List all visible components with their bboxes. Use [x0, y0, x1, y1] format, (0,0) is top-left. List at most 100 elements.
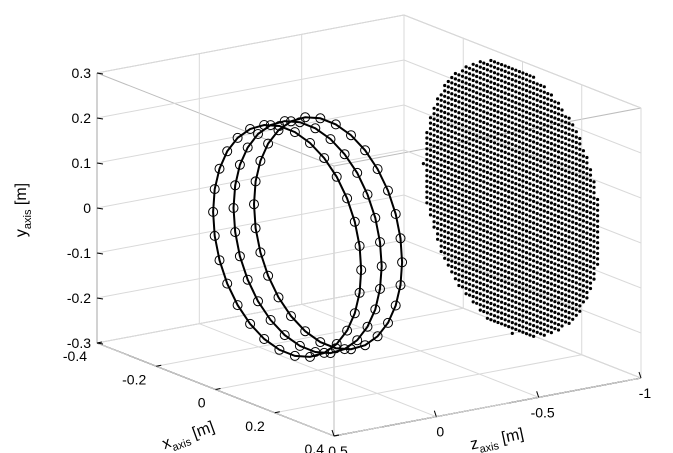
- data-point: [556, 252, 561, 256]
- data-point: [446, 144, 450, 148]
- data-point: [485, 127, 489, 131]
- data-point: [468, 180, 472, 184]
- data-point: [567, 257, 571, 261]
- data-point: [478, 60, 482, 64]
- data-point: [528, 85, 532, 89]
- data-point: [507, 287, 511, 291]
- data-point: [464, 275, 468, 280]
- data-point: [528, 247, 532, 251]
- data-point: [581, 203, 586, 207]
- data-point: [439, 174, 443, 178]
- data-point: [489, 204, 493, 208]
- data-point: [524, 191, 529, 195]
- data-point: [539, 148, 543, 152]
- data-point: [574, 232, 578, 236]
- data-point: [567, 213, 571, 217]
- data-point: [514, 225, 518, 229]
- data-point: [528, 182, 532, 186]
- data-point: [500, 154, 504, 158]
- data-point: [482, 88, 486, 92]
- data-point: [453, 98, 457, 103]
- data-point: [443, 121, 447, 125]
- data-point: [585, 242, 589, 246]
- data-point: [553, 246, 557, 250]
- data-point: [496, 61, 500, 65]
- data-point: [556, 247, 561, 251]
- data-point: [596, 241, 600, 245]
- data-point: [528, 241, 532, 245]
- data-point: [471, 246, 475, 250]
- data-point: [485, 68, 489, 72]
- data-point: [546, 210, 550, 214]
- data-point: [585, 182, 589, 187]
- data-point: [475, 85, 479, 89]
- data-point: [439, 228, 443, 232]
- data-point: [492, 92, 497, 96]
- data-point: [510, 132, 514, 136]
- data-point: [450, 194, 454, 198]
- data-point: [439, 239, 443, 243]
- data-point: [567, 224, 571, 228]
- data-point: [553, 278, 557, 282]
- data-point: [567, 267, 571, 271]
- data-point: [556, 188, 561, 192]
- data-point: [428, 170, 433, 174]
- data-point: [471, 149, 475, 153]
- data-point: [556, 193, 561, 197]
- data-point: [539, 229, 543, 233]
- data-point: [521, 244, 525, 248]
- data-point: [485, 95, 489, 99]
- ring-marker: [372, 164, 383, 175]
- data-point: [553, 262, 557, 266]
- data-point: [546, 275, 550, 279]
- data-point: [567, 127, 571, 131]
- data-point: [436, 102, 440, 106]
- data-point: [482, 239, 486, 243]
- data-point: [485, 192, 489, 196]
- data-point: [546, 92, 550, 96]
- data-point: [432, 155, 436, 159]
- data-point: [468, 255, 472, 259]
- data-point: [478, 265, 482, 269]
- data-point: [446, 193, 450, 197]
- data-point: [436, 135, 440, 139]
- data-point: [592, 266, 596, 270]
- data-point: [500, 73, 504, 77]
- data-point: [546, 318, 550, 322]
- data-point: [578, 153, 582, 157]
- data-point: [485, 111, 489, 115]
- data-point: [521, 217, 525, 221]
- x-tick-mark: [274, 411, 280, 414]
- data-point: [592, 234, 596, 238]
- data-point: [453, 260, 457, 265]
- data-point: [571, 150, 575, 154]
- data-point: [510, 148, 514, 152]
- data-point: [503, 215, 507, 219]
- data-point: [439, 222, 443, 227]
- data-point: [500, 79, 504, 83]
- data-point: [514, 106, 518, 110]
- data-point: [524, 278, 529, 282]
- data-point: [489, 177, 493, 181]
- data-point: [532, 91, 536, 95]
- data-point: [542, 160, 546, 164]
- data-point: [478, 108, 482, 112]
- data-point: [503, 161, 507, 165]
- data-point: [578, 174, 582, 178]
- data-point: [574, 248, 578, 253]
- data-point: [517, 161, 522, 165]
- data-point: [464, 248, 468, 253]
- data-point: [574, 297, 578, 301]
- data-point: [524, 251, 529, 255]
- data-point: [524, 137, 529, 141]
- data-point: [521, 87, 525, 91]
- data-point: [581, 186, 586, 191]
- data-point: [489, 91, 493, 95]
- data-point: [556, 155, 561, 159]
- data-point: [475, 301, 479, 305]
- data-point: [503, 172, 507, 176]
- data-point: [492, 211, 497, 215]
- data-point: [585, 236, 589, 241]
- ring-marker: [372, 331, 383, 342]
- data-point: [489, 291, 493, 295]
